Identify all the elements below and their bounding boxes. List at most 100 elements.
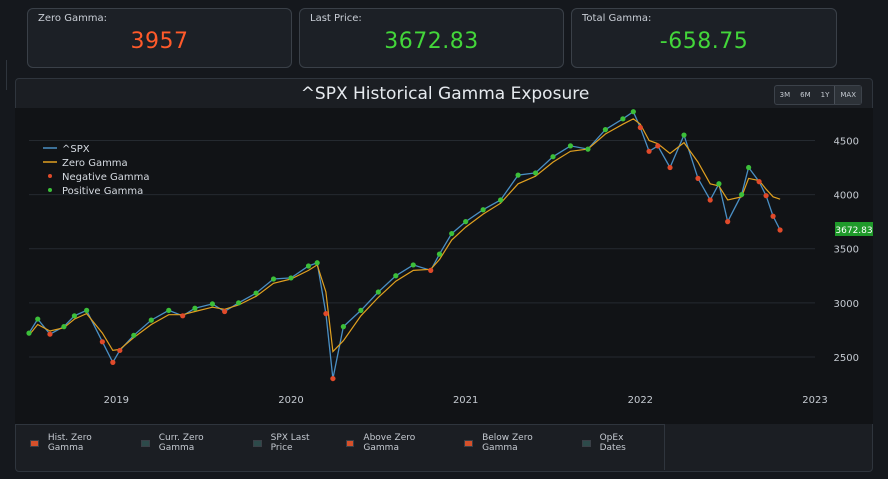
positive-gamma-point xyxy=(567,143,574,149)
negative-gamma-point xyxy=(180,313,186,319)
total-gamma-card: Total Gamma: -658.75 xyxy=(571,8,837,68)
negative-gamma-point xyxy=(655,143,661,149)
range-button-3m[interactable]: 3M xyxy=(779,91,791,99)
positive-gamma-point xyxy=(630,109,636,115)
positive-gamma-point xyxy=(498,197,504,203)
legend-marker-label: Positive Gamma xyxy=(62,186,143,197)
negative-gamma-point xyxy=(117,347,123,354)
negative-gamma-point xyxy=(756,179,762,185)
positive-gamma-point xyxy=(209,301,215,307)
legend-marker-label: Negative Gamma xyxy=(62,172,150,183)
bottom-legend-item[interactable]: Above Zero Gamma xyxy=(345,433,452,453)
negative-gamma-point xyxy=(770,213,776,219)
negative-gamma-point xyxy=(428,267,434,273)
zero-gamma-value: 3957 xyxy=(130,29,189,54)
negative-gamma-point xyxy=(637,124,643,131)
gamma-chart[interactable]: 2500 3000 3500 4000 4500 2019 2020 2021 2022 2023… xyxy=(15,108,873,424)
positive-gamma-point xyxy=(253,290,259,296)
positive-gamma-point xyxy=(236,300,242,306)
range-button-6m[interactable]: 6M xyxy=(800,91,811,99)
legend-swatch xyxy=(345,439,355,447)
legend-dot-swatch xyxy=(48,188,52,192)
x-tick-label: 2023 xyxy=(802,395,827,406)
positive-gamma-point xyxy=(35,316,41,322)
left-edge-handle xyxy=(0,60,7,90)
range-button-1y[interactable]: 1Y xyxy=(820,91,830,99)
range-selector: 3M 6M 1Y MAX xyxy=(773,85,862,105)
legend-swatch xyxy=(30,439,39,447)
positive-gamma-point xyxy=(358,307,364,313)
y-tick-label: 4500 xyxy=(834,136,859,147)
plot-background xyxy=(15,108,873,424)
legend-series-label: Zero Gamma xyxy=(62,158,128,169)
negative-gamma-point xyxy=(99,339,105,345)
chart-title: ^SPX Historical Gamma Exposure xyxy=(300,84,590,104)
positive-gamma-point xyxy=(515,172,521,178)
zero-gamma-label: Zero Gamma: xyxy=(38,13,108,24)
positive-gamma-point xyxy=(393,273,399,279)
positive-gamma-point xyxy=(716,181,722,187)
positive-gamma-point xyxy=(84,307,90,313)
positive-gamma-point xyxy=(436,251,443,257)
negative-gamma-point xyxy=(695,175,701,181)
legend-label: OpEx Dates xyxy=(599,433,626,453)
positive-gamma-point xyxy=(681,132,687,138)
legend-label: SPX Last Price xyxy=(270,433,310,453)
legend-label: Hist. Zero Gamma xyxy=(47,433,92,453)
positive-gamma-point xyxy=(148,317,154,323)
x-tick-label: 2022 xyxy=(628,395,653,406)
positive-gamma-point xyxy=(61,324,67,330)
legend-dot-swatch xyxy=(48,174,52,178)
y-tick-label: 2500 xyxy=(834,353,859,364)
negative-gamma-point xyxy=(725,219,731,225)
bottom-legend-item[interactable]: Hist. Zero Gamma xyxy=(30,433,128,453)
bottom-legend-item[interactable]: Below Zero Gamma xyxy=(464,433,569,453)
x-tick-label: 2021 xyxy=(453,395,478,406)
negative-gamma-point xyxy=(777,227,783,233)
positive-gamma-point xyxy=(746,164,752,171)
positive-gamma-point xyxy=(340,324,346,330)
negative-gamma-point xyxy=(222,308,228,315)
positive-gamma-point xyxy=(463,219,469,225)
positive-gamma-point xyxy=(314,260,320,266)
range-button-max[interactable]: MAX xyxy=(834,86,861,104)
negative-gamma-point xyxy=(667,164,673,171)
positive-gamma-point xyxy=(192,305,198,311)
bottom-legend-item[interactable]: SPX Last Price xyxy=(252,433,333,453)
last-price-tag xyxy=(835,221,873,236)
positive-gamma-point xyxy=(166,307,172,313)
last-price-label: Last Price: xyxy=(310,13,362,24)
positive-gamma-point xyxy=(305,263,312,269)
zero-gamma-card: Zero Gamma: 3957 xyxy=(27,8,292,68)
positive-gamma-point xyxy=(131,332,137,338)
negative-gamma-point xyxy=(330,375,336,382)
positive-gamma-point xyxy=(449,230,455,237)
legend-swatch xyxy=(140,439,150,447)
positive-gamma-point xyxy=(410,262,416,268)
bottom-legend-item[interactable]: Curr. Zero Gamma xyxy=(140,433,240,453)
x-tick-label: 2019 xyxy=(104,395,129,406)
negative-gamma-point xyxy=(323,311,329,317)
positive-gamma-point xyxy=(585,146,591,152)
last-price-value: 3672.83 xyxy=(384,29,479,54)
positive-gamma-point xyxy=(26,330,32,336)
bottom-legend-item[interactable]: OpEx Dates xyxy=(581,433,651,453)
positive-gamma-point xyxy=(739,191,745,198)
total-gamma-value: -658.75 xyxy=(659,29,749,54)
legend-swatch xyxy=(464,439,474,447)
negative-gamma-point xyxy=(110,359,116,365)
zero-gamma-line xyxy=(28,118,781,353)
negative-gamma-point xyxy=(47,331,53,337)
legend-swatch xyxy=(252,439,262,447)
legend-swatch xyxy=(581,439,591,447)
legend-label: Above Zero Gamma xyxy=(363,433,416,453)
total-gamma-label: Total Gamma: xyxy=(582,13,652,24)
positive-gamma-point xyxy=(620,116,626,122)
y-tick-label: 3000 xyxy=(834,299,859,310)
negative-gamma-point xyxy=(763,193,769,199)
positive-gamma-point xyxy=(550,154,556,160)
positive-gamma-point xyxy=(532,170,539,176)
bottom-legend-items: Hist. Zero Gamma Curr. Zero Gamma SPX Last… xyxy=(30,433,664,453)
positive-gamma-point xyxy=(71,313,78,319)
bottom-legend: Hist. Zero Gamma Curr. Zero Gamma SPX Last… xyxy=(15,424,665,470)
